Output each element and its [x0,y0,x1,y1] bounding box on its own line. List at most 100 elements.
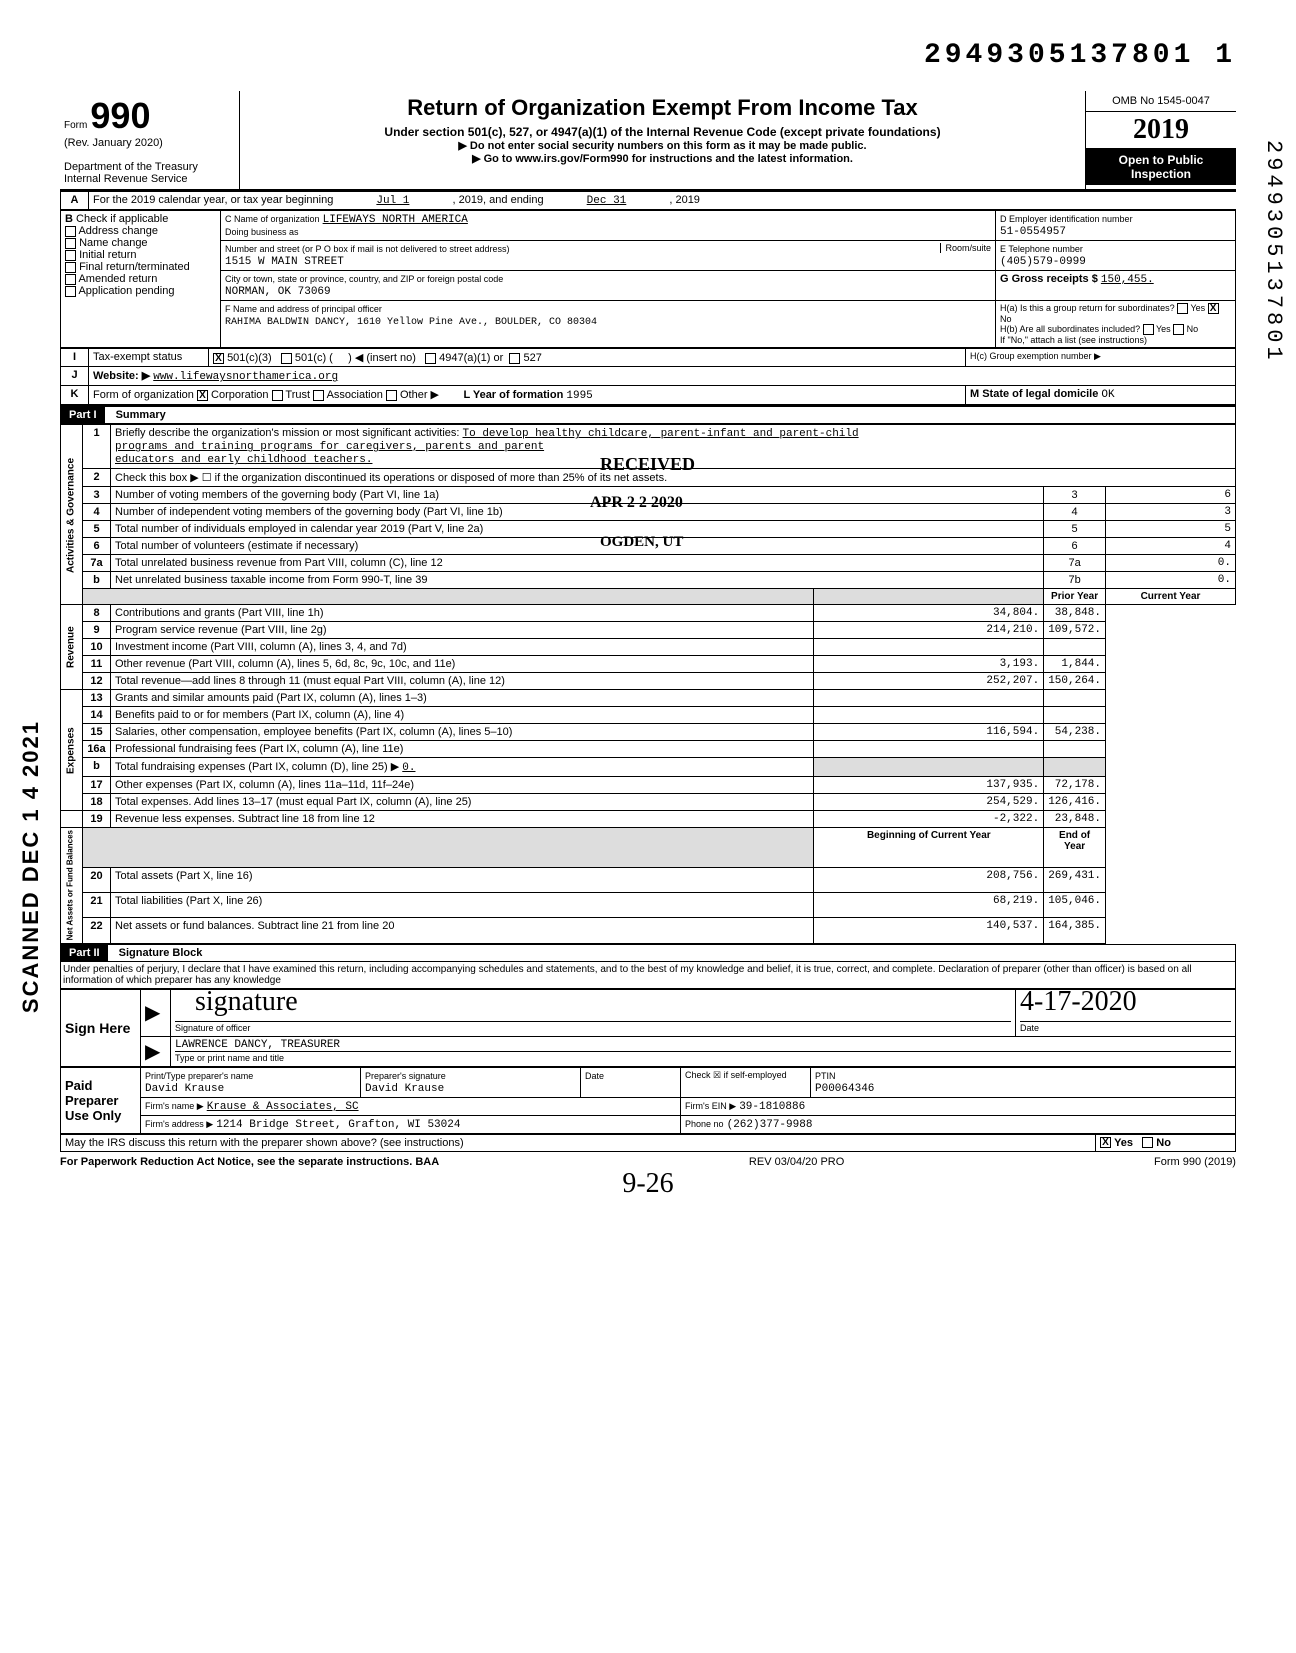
cb-address[interactable] [65,226,76,237]
ha-yes[interactable] [1177,303,1188,314]
cb-501c[interactable] [281,353,292,364]
hc-label: H(c) Group exemption number ▶ [966,349,1236,367]
l8-curr: 38,848. [1044,605,1106,622]
line-4-text: Number of independent voting members of … [111,504,1044,521]
footer-right: Form 990 (2019) [1154,1156,1236,1168]
website-label: Website: ▶ [93,370,150,382]
line-5-num: 5 [1044,521,1106,538]
cb-name[interactable] [65,238,76,249]
hb-label: H(b) Are all subordinates included? [1000,324,1140,334]
l22-end: 164,385. [1044,918,1106,943]
mission-l3: educators and early childhood teachers. [115,454,372,466]
line-6-text: Total number of volunteers (estimate if … [111,538,1044,555]
f-label: F Name and address of principal officer [225,304,382,314]
sub-title: Under section 501(c), 527, or 4947(a)(1)… [248,125,1077,139]
cb-corp[interactable]: X [197,390,208,401]
d-label: D Employer identification number [1000,214,1133,224]
discuss-no[interactable] [1142,1137,1153,1148]
cb-amended[interactable] [65,274,76,285]
part2-title: Signature Block [111,947,203,959]
form-irs: Internal Revenue Service [64,173,188,185]
l17-text: Other expenses (Part IX, column (A), lin… [111,777,814,794]
phone-value: (262)377-9988 [727,1119,813,1131]
cb-527[interactable] [509,353,520,364]
l16b-n: b [93,760,100,772]
line-3-text: Number of voting members of the governin… [111,487,1044,504]
l19-prior: -2,322. [814,811,1044,828]
l10-prior [814,639,1044,656]
e-label: E Telephone number [1000,244,1083,254]
no-label: No [1156,1137,1171,1149]
line-2: Check this box ▶ ☐ if the organization d… [111,469,1236,487]
cb-501c3[interactable]: X [213,353,224,364]
dba-label: Doing business as [225,227,299,237]
l18-n: 18 [90,796,102,808]
cb-final[interactable] [65,262,76,273]
l17-curr: 72,178. [1044,777,1106,794]
line-3-num: 3 [1044,487,1106,504]
cb-initial-label: Initial return [79,249,136,261]
ptin-label: PTIN [815,1071,836,1081]
cb-initial[interactable] [65,250,76,261]
page-footer: For Paperwork Reduction Act Notice, see … [60,1156,1236,1168]
l18-prior: 254,529. [814,794,1044,811]
l14-text: Benefits paid to or for members (Part IX… [111,707,814,724]
g-label: G Gross receipts $ [1000,273,1098,285]
l22-n: 22 [90,920,102,932]
line-6-num: 6 [1044,538,1106,555]
ijk-block: I Tax-exempt status X 501(c)(3) 501(c) (… [60,348,1236,405]
l20-text: Total assets (Part X, line 16) [111,868,814,893]
l-value: 1995 [566,390,592,402]
form-number: 990 [90,95,150,136]
omb-number: OMB No 1545-0047 [1086,91,1236,112]
line-3-val: 6 [1106,487,1236,504]
cb-name-label: Name change [79,237,148,249]
line-7a-num: 7a [1044,555,1106,572]
l21-begin: 68,219. [814,893,1044,918]
l10-n: 10 [90,641,102,653]
cb-trust[interactable] [272,390,283,401]
cb-4947[interactable] [425,353,436,364]
ein-value: 39-1810886 [739,1101,805,1113]
cb-other[interactable] [386,390,397,401]
tax-year: 2019 [1086,112,1236,149]
part1-header: Part I [61,407,105,423]
ha-no[interactable]: X [1208,303,1219,314]
form-header: Form 990 (Rev. January 2020) Department … [60,91,1236,191]
line-7a-val: 0. [1106,555,1236,572]
form-org-label: Form of organization [93,389,194,401]
preparer-block: Paid Preparer Use Only Print/Type prepar… [60,1067,1236,1134]
l13-curr [1044,690,1106,707]
c-label: C Name of organization [225,214,320,224]
hb-yes[interactable] [1143,324,1154,335]
l8-prior: 34,804. [814,605,1044,622]
l10-curr [1044,639,1106,656]
irs-discuss-row: May the IRS discuss this return with the… [60,1134,1236,1152]
g-value: 150,455. [1101,274,1154,286]
cb-pending[interactable] [65,286,76,297]
discuss-yes[interactable]: X [1100,1137,1111,1148]
line-a-end: Dec 31 [587,195,627,207]
line-a-text: For the 2019 calendar year, or tax year … [93,194,333,206]
l16a-n: 16a [87,743,105,755]
section-gov: Activities & Governance [61,425,83,605]
part2-header: Part II [61,945,108,961]
summary-table: Activities & Governance 1 Briefly descri… [60,424,1236,943]
city-value: NORMAN, OK 73069 [225,286,331,298]
l16b-text: Total fundraising expenses (Part IX, col… [115,761,399,773]
hb-no[interactable] [1173,324,1184,335]
l18-curr: 126,416. [1044,794,1106,811]
l12-n: 12 [90,675,102,687]
l12-prior: 252,207. [814,673,1044,690]
l11-text: Other revenue (Part VIII, column (A), li… [111,656,814,673]
section-net: Net Assets or Fund Balances [61,828,83,943]
line-7b-val: 0. [1106,572,1236,589]
cb-address-label: Address change [78,225,158,237]
l12-curr: 150,264. [1044,673,1106,690]
line-7b-num: 7b [1044,572,1106,589]
perjury-text: Under penalties of perjury, I declare th… [60,962,1236,989]
h-note: If "No," attach a list (see instructions… [1000,335,1147,345]
cb-assoc[interactable] [313,390,324,401]
form-dept: Department of the Treasury [64,161,198,173]
document-id: 2949305137801 1 [60,40,1236,71]
